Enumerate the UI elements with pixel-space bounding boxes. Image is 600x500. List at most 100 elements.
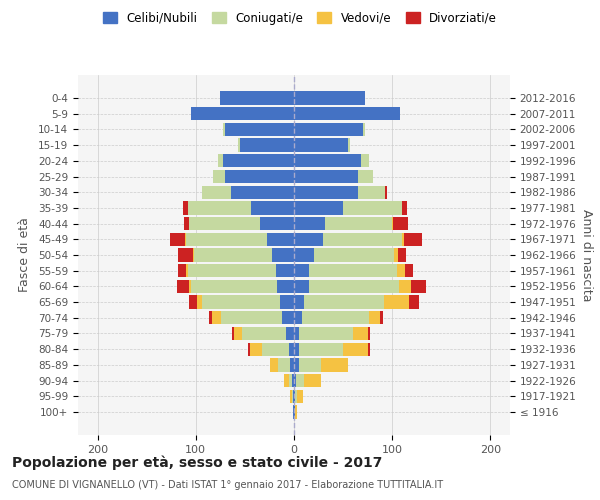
Bar — [294, 201, 343, 214]
Bar — [225, 170, 294, 183]
Bar — [293, 406, 294, 418]
Bar — [240, 138, 294, 152]
Bar — [223, 123, 225, 136]
Legend: Celibi/Nubili, Coniugati/e, Vedovi/e, Divorziati/e: Celibi/Nubili, Coniugati/e, Vedovi/e, Di… — [97, 6, 503, 30]
Bar — [314, 248, 394, 262]
Bar — [286, 327, 294, 340]
Bar — [289, 342, 294, 356]
Bar — [189, 217, 260, 230]
Bar — [272, 248, 294, 262]
Bar — [189, 280, 191, 293]
Bar — [343, 201, 402, 214]
Bar — [392, 217, 393, 230]
Bar — [294, 311, 302, 324]
Bar — [280, 296, 294, 309]
Bar — [178, 248, 193, 262]
Bar — [297, 390, 303, 403]
Bar — [292, 374, 294, 387]
Bar — [294, 138, 348, 152]
Bar — [188, 264, 277, 278]
Bar — [202, 296, 280, 309]
Bar — [186, 232, 266, 246]
Bar — [262, 342, 289, 356]
Bar — [397, 264, 405, 278]
Bar — [409, 296, 419, 309]
Bar — [234, 327, 242, 340]
Bar — [271, 358, 278, 372]
Bar — [250, 342, 262, 356]
Bar — [380, 311, 383, 324]
Bar — [225, 123, 294, 136]
Bar — [295, 390, 297, 403]
Bar — [277, 264, 294, 278]
Bar — [266, 232, 294, 246]
Bar — [260, 217, 294, 230]
Bar — [361, 154, 368, 168]
Bar — [194, 248, 272, 262]
Bar — [294, 390, 295, 403]
Bar — [189, 296, 197, 309]
Bar — [290, 390, 292, 403]
Bar — [294, 264, 309, 278]
Bar — [405, 264, 413, 278]
Bar — [304, 374, 322, 387]
Bar — [177, 280, 189, 293]
Bar — [294, 280, 309, 293]
Bar — [385, 186, 387, 199]
Bar — [214, 170, 225, 183]
Bar — [221, 311, 282, 324]
Bar — [232, 327, 234, 340]
Bar — [197, 296, 202, 309]
Bar — [398, 248, 406, 262]
Bar — [385, 296, 409, 309]
Bar — [294, 186, 358, 199]
Bar — [394, 248, 398, 262]
Bar — [191, 107, 294, 120]
Y-axis label: Anni di nascita: Anni di nascita — [580, 209, 593, 301]
Bar — [294, 406, 295, 418]
Bar — [202, 186, 231, 199]
Bar — [186, 264, 188, 278]
Bar — [309, 280, 399, 293]
Bar — [302, 311, 368, 324]
Bar — [170, 232, 185, 246]
Bar — [294, 92, 365, 104]
Bar — [294, 232, 323, 246]
Bar — [289, 374, 292, 387]
Bar — [218, 154, 223, 168]
Bar — [294, 217, 325, 230]
Bar — [358, 170, 373, 183]
Bar — [209, 311, 212, 324]
Bar — [290, 358, 294, 372]
Bar — [294, 342, 299, 356]
Bar — [191, 280, 277, 293]
Bar — [402, 201, 407, 214]
Text: Popolazione per età, sesso e stato civile - 2017: Popolazione per età, sesso e stato civil… — [12, 455, 382, 469]
Bar — [212, 311, 221, 324]
Bar — [294, 170, 358, 183]
Bar — [299, 342, 343, 356]
Bar — [393, 217, 408, 230]
Bar — [277, 280, 294, 293]
Bar — [368, 327, 370, 340]
Bar — [293, 390, 294, 403]
Bar — [323, 232, 402, 246]
Bar — [299, 358, 320, 372]
Bar — [343, 342, 368, 356]
Bar — [348, 138, 350, 152]
Bar — [248, 342, 250, 356]
Bar — [223, 154, 294, 168]
Text: COMUNE DI VIGNANELLO (VT) - Dati ISTAT 1° gennaio 2017 - Elaborazione TUTTITALIA: COMUNE DI VIGNANELLO (VT) - Dati ISTAT 1… — [12, 480, 443, 490]
Bar — [294, 107, 400, 120]
Bar — [368, 311, 380, 324]
Bar — [220, 92, 294, 104]
Bar — [294, 123, 363, 136]
Bar — [292, 390, 293, 403]
Bar — [188, 201, 251, 214]
Bar — [363, 123, 365, 136]
Bar — [399, 280, 411, 293]
Bar — [402, 232, 404, 246]
Bar — [193, 248, 194, 262]
Bar — [242, 327, 286, 340]
Bar — [184, 217, 189, 230]
